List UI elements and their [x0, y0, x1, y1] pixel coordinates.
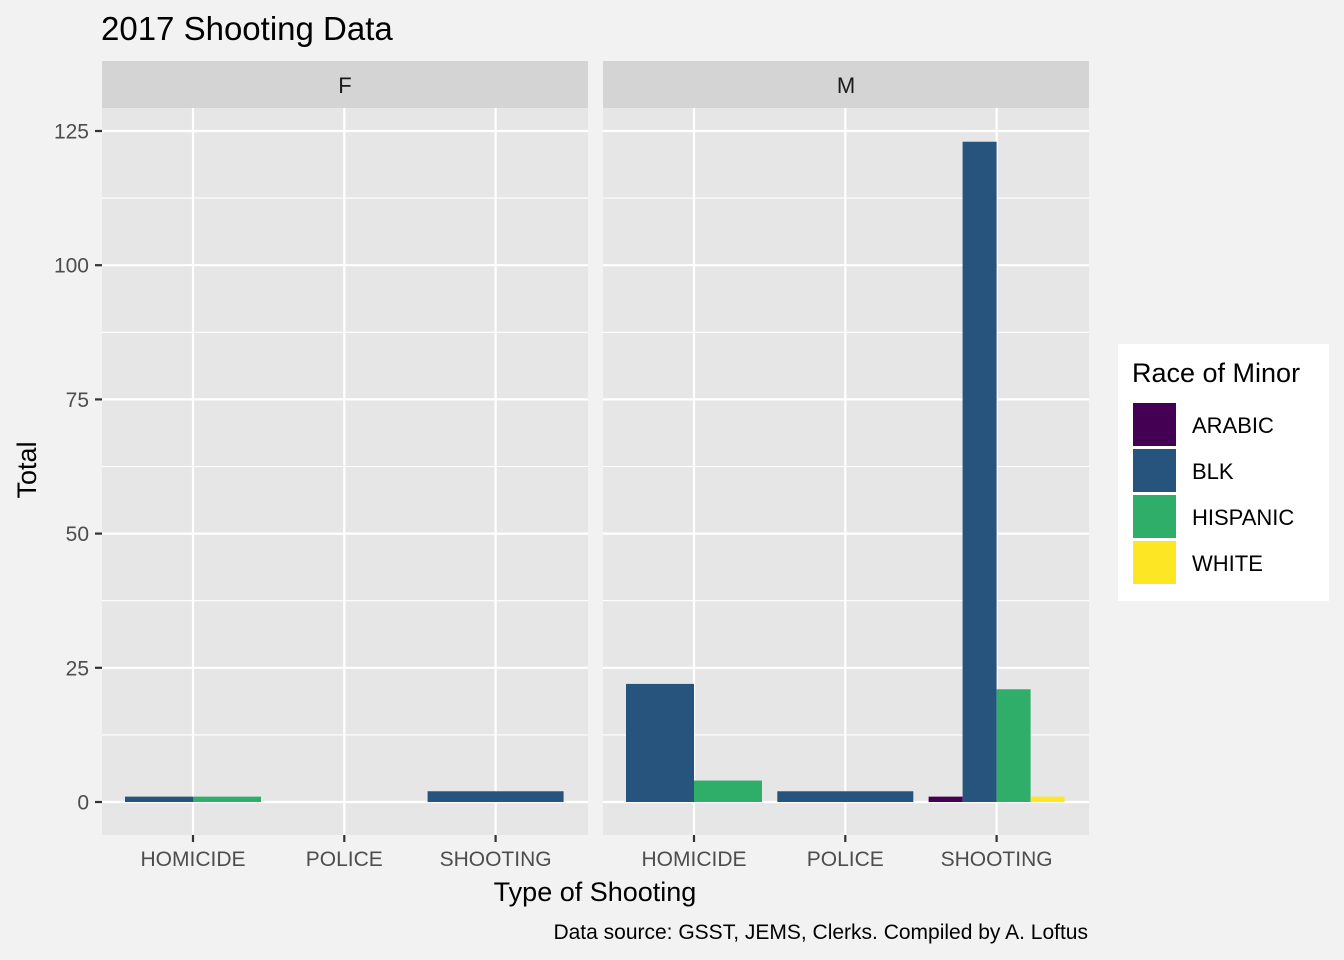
x-tick-label: HOMICIDE	[141, 848, 246, 871]
bar-m-homicide-hispanic	[694, 780, 762, 802]
y-tick-label: 0	[77, 792, 89, 815]
y-tick-label: 100	[54, 255, 89, 278]
x-tick-label: SHOOTING	[941, 848, 1053, 871]
legend-key-arabic	[1133, 403, 1176, 446]
facet-panel-f: F HOMICIDE POLICE SHOOTING	[102, 61, 588, 871]
bar-m-shooting-white	[1030, 796, 1065, 802]
y-tick-label: 50	[66, 523, 89, 546]
x-tick-label: HOMICIDE	[642, 848, 747, 871]
legend-label-blk: BLK	[1192, 459, 1234, 484]
x-tick-label: POLICE	[807, 848, 884, 871]
legend-label-hispanic: HISPANIC	[1192, 505, 1294, 530]
y-tick-label: 75	[66, 389, 89, 412]
bar-m-homicide-blk	[626, 683, 694, 802]
facet-strip	[102, 61, 588, 108]
bar-f-homicide-blk	[125, 796, 193, 802]
legend-label-white: WHITE	[1192, 551, 1263, 576]
y-axis: 0 25 50 75 100 125	[54, 121, 102, 815]
x-tick-label: POLICE	[306, 848, 383, 871]
legend-label-arabic: ARABIC	[1192, 413, 1274, 438]
legend-title: Race of Minor	[1132, 358, 1300, 388]
bar-m-shooting-arabic	[928, 796, 963, 802]
x-axis-title: Type of Shooting	[494, 877, 697, 907]
legend-key-hispanic	[1133, 495, 1176, 538]
legend-key-white	[1133, 541, 1176, 584]
legend: Race of Minor ARABIC BLK HISPANIC WHITE	[1118, 344, 1329, 601]
bar-m-shooting-blk	[962, 141, 997, 803]
legend-key-blk	[1133, 449, 1176, 492]
chart-caption: Data source: GSST, JEMS, Clerks. Compile…	[553, 921, 1088, 944]
facet-panel-m: M HOMICIDE POLICE SHOOTING	[603, 61, 1089, 871]
chart-title: 2017 Shooting Data	[101, 10, 393, 47]
facet-panels: F HOMICIDE POLICE SHOOTING M HOMICIDE POLICE SH…	[102, 61, 1089, 871]
bar-m-police-blk	[777, 791, 914, 802]
y-tick-label: 125	[54, 121, 89, 144]
facet-strip	[603, 61, 1089, 108]
x-tick-label: SHOOTING	[440, 848, 552, 871]
bar-f-shooting-blk	[427, 791, 564, 802]
y-axis-title: Total	[12, 441, 42, 498]
facet-strip-label: F	[338, 73, 351, 98]
facet-strip-label: M	[837, 73, 855, 98]
bar-m-shooting-hispanic	[996, 689, 1031, 802]
y-tick-label: 25	[66, 657, 89, 680]
bar-f-homicide-hispanic	[193, 796, 261, 802]
